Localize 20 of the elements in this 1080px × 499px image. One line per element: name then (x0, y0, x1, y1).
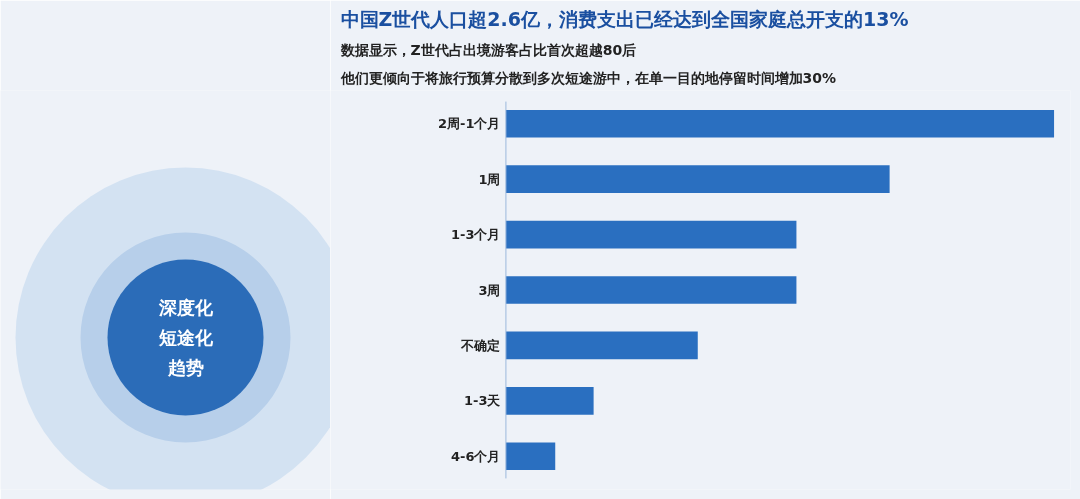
bar (505, 109, 1055, 138)
y-tick-label: 3周 (478, 282, 501, 298)
y-tick-label: 1-3天 (463, 393, 502, 409)
bar (505, 220, 797, 249)
y-tick-label: 1-3个月 (450, 227, 501, 243)
bar (505, 165, 890, 194)
chart-subtitle: 数据显示，Z世代占出境游客占比首次超越80后 (339, 41, 637, 58)
chart-title: 中国Z世代人口超2.6亿，消费支出已经达到全国家庭总开支的13% (340, 7, 909, 30)
y-tick-label: 4-6个月 (450, 448, 501, 464)
text: 短途化 (157, 327, 214, 349)
bar (505, 442, 556, 471)
y-tick-label: 2周-1个月 (437, 116, 501, 132)
y-tick-label: 1周 (478, 171, 501, 187)
text: 他们更倾向于将旅行预算分散到多次短途游中，在单一目的地停留时间增加30% (339, 69, 837, 86)
bar (505, 331, 698, 360)
text: 深度化 (157, 296, 214, 318)
bar (505, 276, 797, 304)
bar (505, 386, 594, 415)
y-tick-label: 不确定 (460, 337, 501, 353)
text: 趋势 (166, 357, 204, 379)
